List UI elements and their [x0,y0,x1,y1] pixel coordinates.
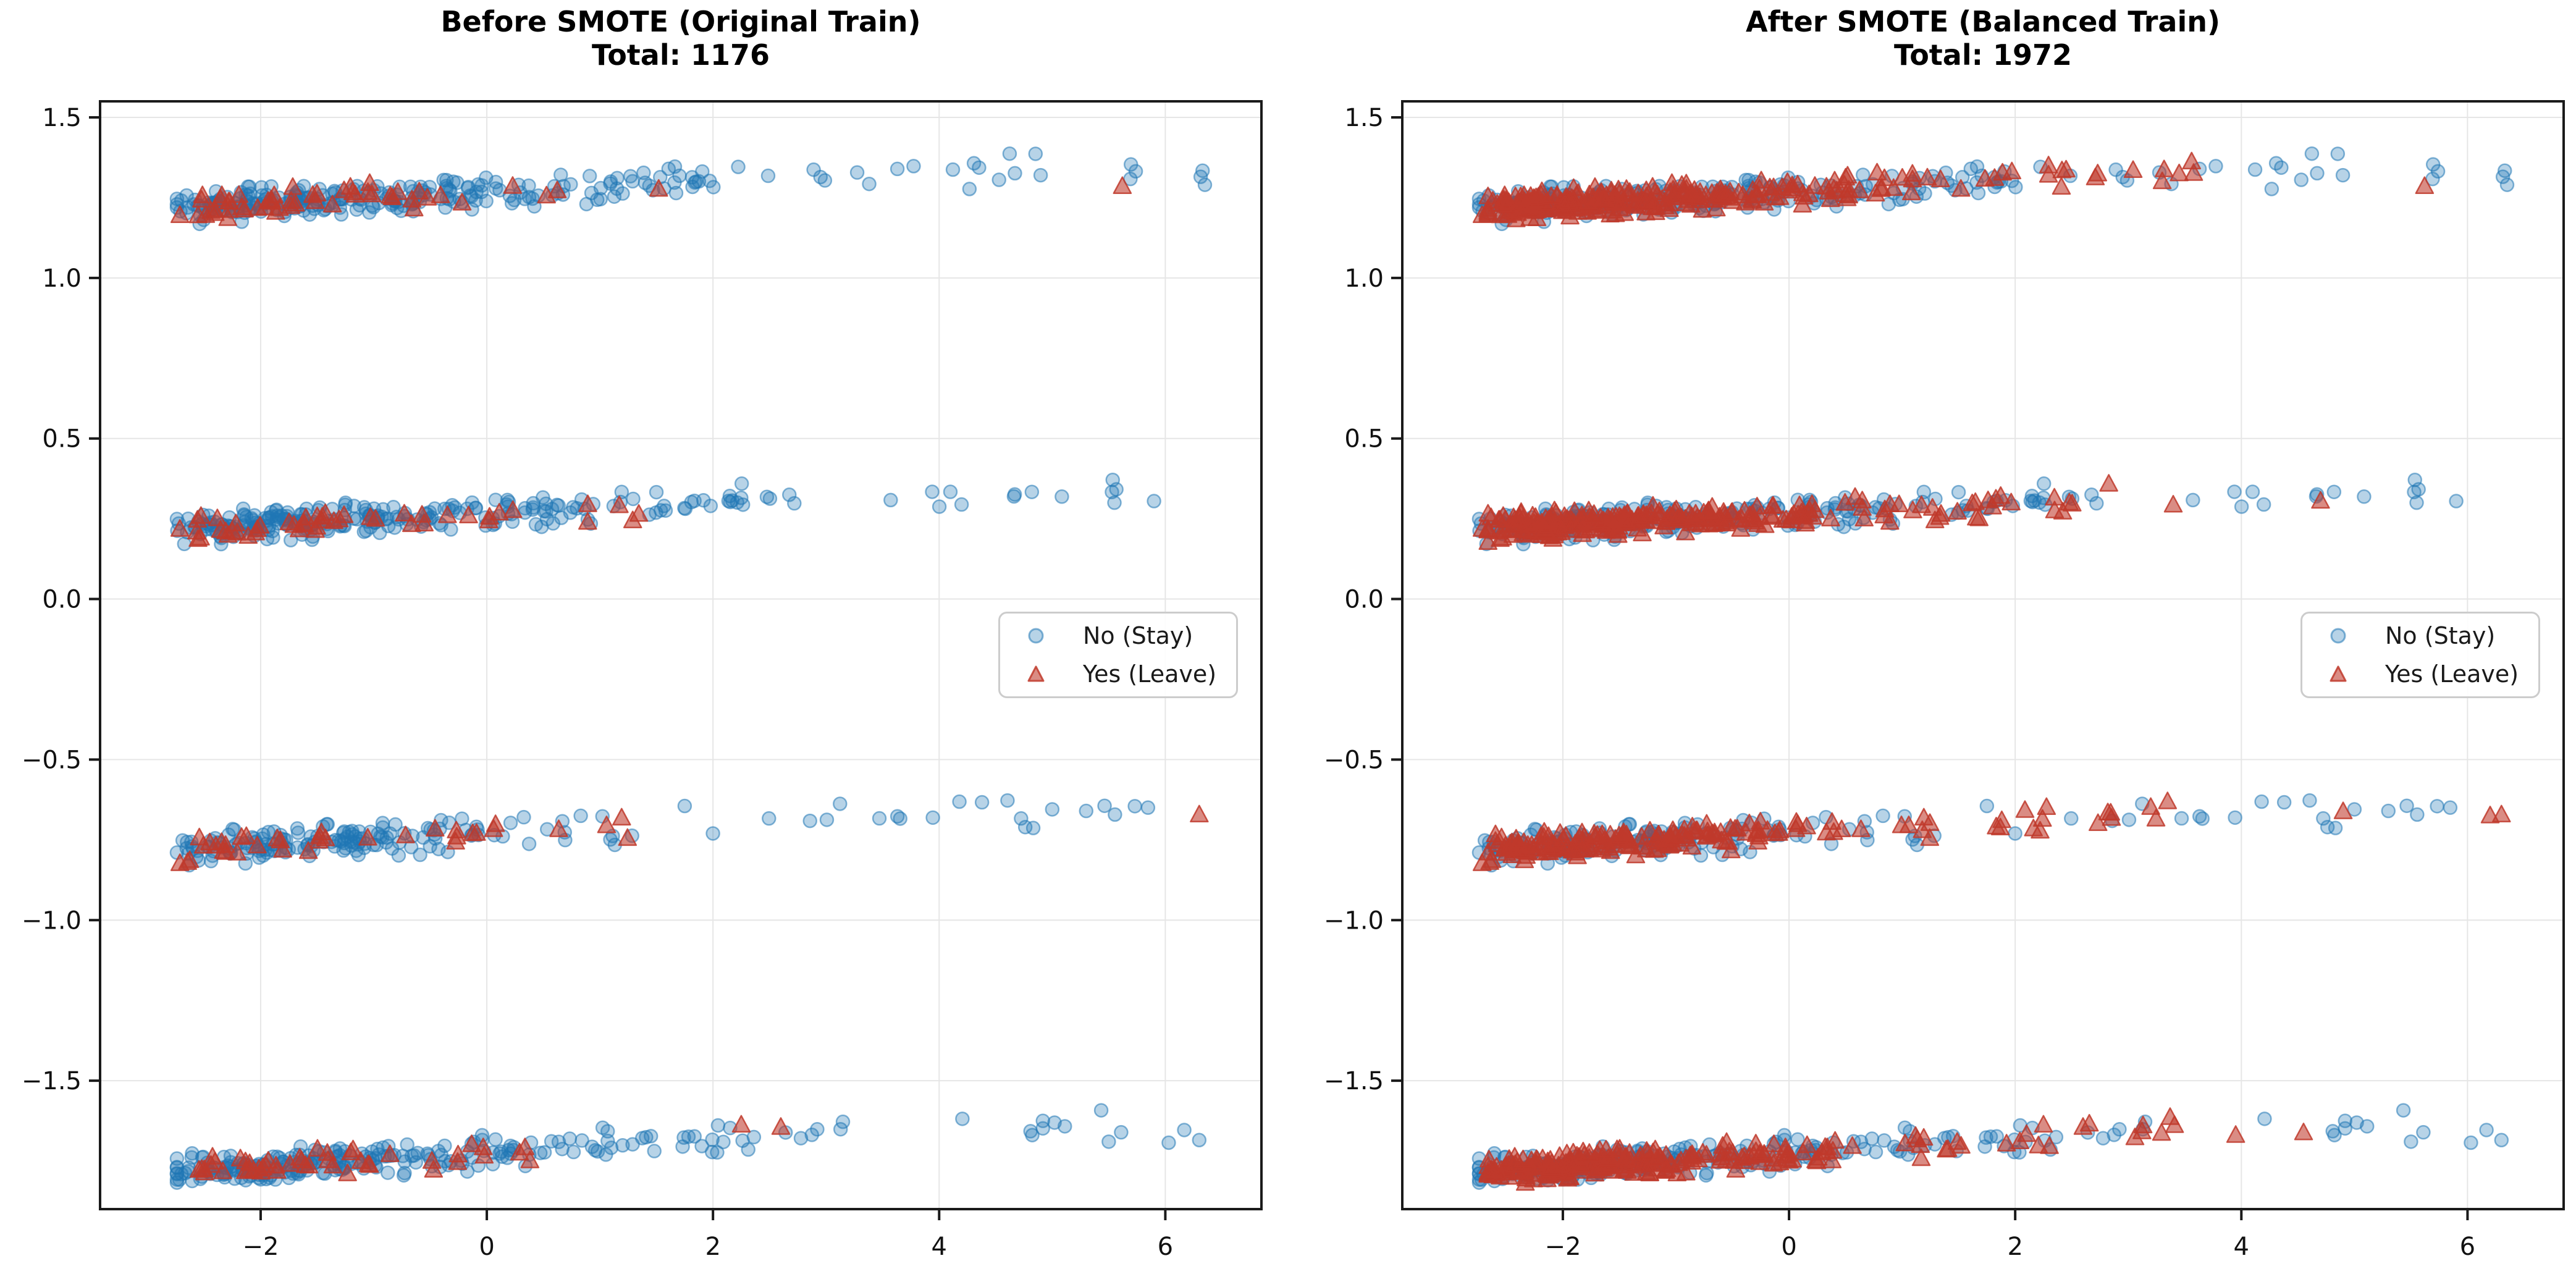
y-tick-label: −1.5 [22,1067,82,1095]
legend-after: No (Stay) Yes (Leave) [2300,612,2540,698]
legend-label-yes-leave: Yes (Leave) [2385,660,2519,688]
legend-item-no-stay: No (Stay) [2326,617,2538,655]
scatter-plot: −2 0 2 4 6 1.5 1.0 0.5 0.0 −0.5 −1.0 −1.5 [22,100,1263,1261]
legend-label-yes-leave: Yes (Leave) [1083,660,1217,688]
yes-leave-points [1472,151,2511,1191]
chart-title-before: Before SMOTE (Original Train) [440,5,921,38]
x-tick-label: 0 [1781,1233,1796,1261]
x-tick-label: −2 [1544,1233,1581,1261]
legend-item-yes-leave: Yes (Leave) [2326,655,2538,693]
y-tick-label: −0.5 [22,746,82,774]
x-tick-label: 2 [2007,1233,2022,1261]
legend-item-no-stay: No (Stay) [1024,617,1236,655]
x-tick-label: 4 [2234,1233,2249,1261]
legend-before: No (Stay) Yes (Leave) [998,612,1238,698]
scatter-plot: −2 0 2 4 6 1.5 1.0 0.5 0.0 −0.5 −1.0 −1.5 [1324,100,2565,1261]
x-tick-label: −2 [242,1233,279,1261]
x-tick-label: 4 [932,1233,947,1261]
chart-total-before: Total: 1176 [591,38,770,72]
circle-marker-icon [2330,628,2346,644]
y-tick-label: 1.5 [1344,104,1384,132]
y-tick-label: −1.0 [1324,906,1384,935]
y-tick-label: 0.0 [42,586,82,614]
y-tick-label: −1.5 [1324,1067,1384,1095]
y-tick-label: 0.0 [1344,586,1384,614]
y-tick-label: 1.0 [42,264,82,293]
circle-marker-icon [1028,628,1044,644]
chart-total-after: Total: 1972 [1893,38,2073,72]
y-tick-label: −0.5 [1324,746,1384,774]
x-tick-label: 6 [2460,1233,2475,1261]
legend-label-no-stay: No (Stay) [1083,622,1193,649]
y-tick-label: 0.5 [1344,425,1384,453]
triangle-marker-icon [1027,665,1045,682]
chart-title-after: After SMOTE (Balanced Train) [1745,5,2220,38]
yes-leave-points [170,173,1209,1181]
legend-item-yes-leave: Yes (Leave) [1024,655,1236,693]
x-tick-label: 2 [705,1233,720,1261]
y-tick-label: 1.5 [42,104,82,132]
y-tick-label: 0.5 [42,425,82,453]
y-tick-label: 1.0 [1344,264,1384,293]
y-tick-label: −1.0 [22,906,82,935]
triangle-marker-icon [2330,665,2347,682]
legend-label-no-stay: No (Stay) [2385,622,2496,649]
x-tick-label: 0 [479,1233,494,1261]
x-tick-label: 6 [1158,1233,1173,1261]
